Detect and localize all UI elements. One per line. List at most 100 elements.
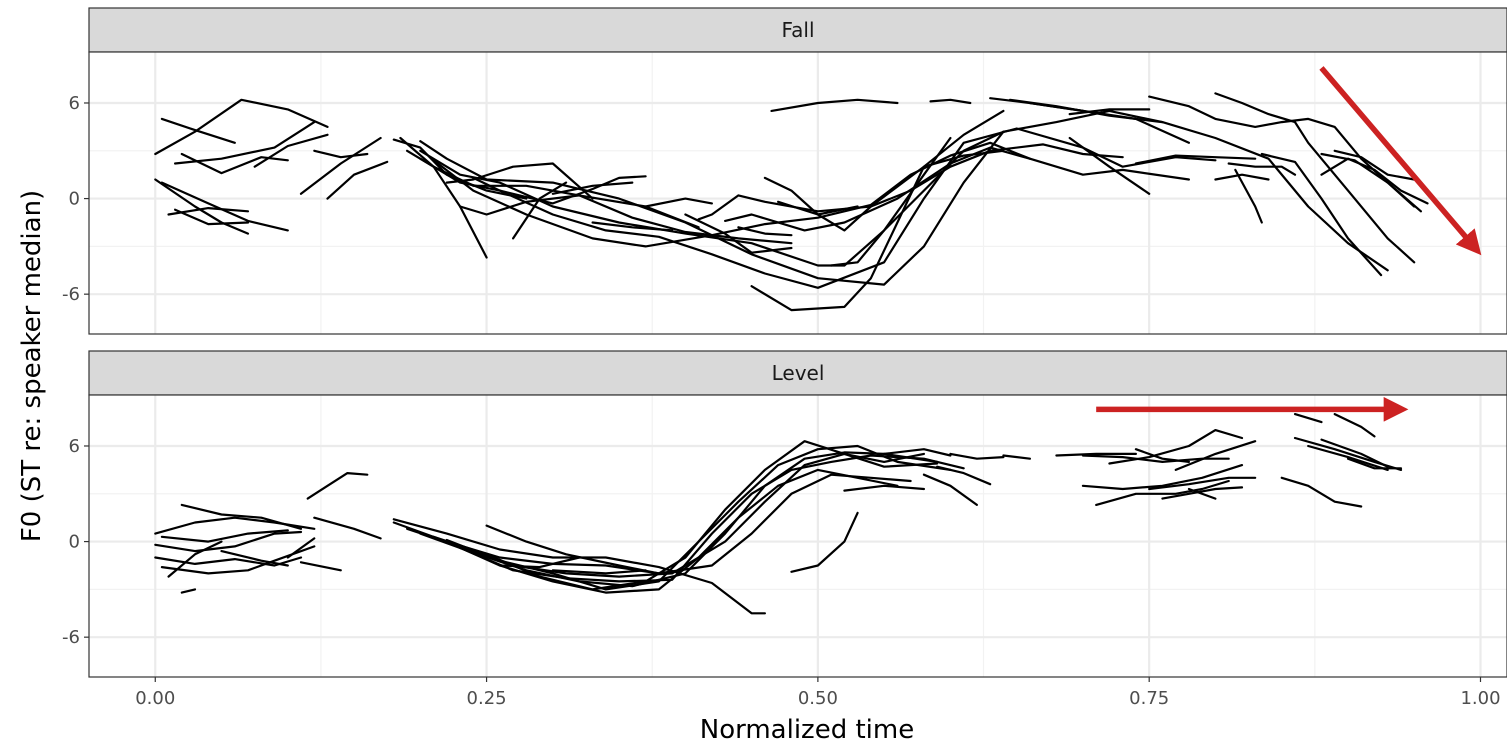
series-line: [445, 162, 594, 200]
x-tick-label: 0.50: [798, 688, 838, 709]
y-tick-label: -6: [62, 284, 80, 305]
series-line: [154, 178, 250, 235]
series-line: [399, 136, 488, 259]
series-line: [883, 448, 952, 457]
series-line: [644, 197, 713, 208]
series-line: [299, 561, 342, 572]
y-tick-label: 0: [69, 189, 80, 210]
series-line: [160, 181, 289, 232]
series-line: [306, 472, 369, 500]
x-axis-ticks: 0.00 0.25 0.50 0.75 1.00: [135, 677, 1501, 709]
panel-fall: Fall -6 0 6: [62, 7, 1507, 335]
series-line: [1333, 413, 1376, 438]
series-line: [1028, 101, 1190, 144]
x-tick-label: 0.25: [467, 688, 507, 709]
series-line: [922, 473, 978, 506]
series-line: [1187, 487, 1217, 500]
series-line: [1307, 444, 1389, 471]
series-line: [498, 556, 581, 569]
series-line: [1320, 152, 1422, 213]
series-line: [1095, 479, 1230, 506]
series-line: [1234, 168, 1263, 224]
y-axis-title: F0 (ST re: speaker median): [17, 190, 47, 542]
series-line: [936, 465, 992, 486]
series-line: [485, 524, 660, 575]
annotation-arrow: [1319, 66, 1482, 256]
panel-background: [89, 395, 1507, 677]
series-line: [1068, 108, 1151, 116]
series-line: [253, 133, 329, 168]
series-line: [1134, 154, 1257, 165]
series-line: [1320, 157, 1429, 205]
series-line: [1161, 486, 1244, 500]
series-line: [1108, 429, 1244, 465]
series-line: [1174, 440, 1257, 471]
strip-background: [88, 350, 1507, 396]
series-line: [459, 194, 700, 229]
series-line: [313, 516, 382, 540]
series-line: [1134, 448, 1190, 463]
series-line: [154, 556, 303, 567]
series-line: [432, 141, 1190, 248]
series-line: [180, 152, 289, 175]
series-line: [1346, 457, 1403, 470]
y-tick-label: -6: [62, 627, 80, 648]
series-line: [512, 181, 568, 240]
strip-label: Level: [772, 361, 825, 385]
series-line: [777, 200, 859, 216]
series-line: [1280, 476, 1363, 508]
series-line: [392, 518, 766, 615]
series-line: [459, 454, 965, 583]
series-line: [180, 503, 303, 530]
facet-panels: Fall -6 0 6 Level -6 0 6: [62, 7, 1507, 678]
panel-border: [88, 51, 1507, 335]
panel-border: [88, 394, 1507, 678]
series-line: [1333, 149, 1416, 181]
series-line: [591, 221, 674, 232]
series-line: [1002, 454, 1031, 460]
x-tick-label: 1.00: [1460, 688, 1500, 709]
panel-background: [89, 52, 1507, 334]
series-line: [1214, 173, 1270, 181]
series-line: [160, 529, 289, 543]
series-line: [167, 540, 223, 578]
series-line: [326, 160, 389, 200]
series-line: [160, 117, 236, 144]
series-line: [1148, 476, 1257, 491]
y-tick-label: 6: [69, 93, 80, 114]
series-line: [737, 226, 793, 237]
series-line: [1068, 136, 1151, 195]
series-line: [180, 588, 197, 594]
series-line: [843, 484, 925, 492]
series-line: [286, 537, 316, 559]
series-line: [160, 545, 316, 575]
series-line: [1227, 162, 1297, 176]
series-line: [929, 98, 972, 105]
series-line: [299, 136, 382, 195]
series-line: [551, 181, 634, 195]
series-line: [472, 175, 647, 205]
series-line: [1081, 464, 1244, 491]
series-line: [154, 98, 329, 156]
series-line: [419, 109, 1164, 286]
series-line: [452, 468, 899, 594]
panel-level: Level -6 0 6: [62, 350, 1507, 678]
x-axis-title: Normalized time: [700, 715, 914, 744]
strip-background: [88, 7, 1507, 53]
series-line: [1081, 454, 1230, 463]
series-line: [1260, 152, 1383, 277]
series-line: [949, 452, 1005, 460]
strip-label: Fall: [781, 18, 814, 42]
series-line: [1320, 438, 1389, 468]
series-line: [1055, 452, 1137, 457]
y-tick-label: 0: [69, 532, 80, 553]
series-line: [770, 98, 899, 112]
series-line: [419, 136, 952, 267]
series-line: [830, 130, 1005, 267]
y-tick-label: 6: [69, 436, 80, 457]
series-line: [790, 511, 859, 573]
series-line: [1293, 413, 1323, 424]
series-line: [551, 569, 647, 575]
series-line: [154, 530, 303, 553]
x-tick-label: 0.75: [1129, 688, 1169, 709]
